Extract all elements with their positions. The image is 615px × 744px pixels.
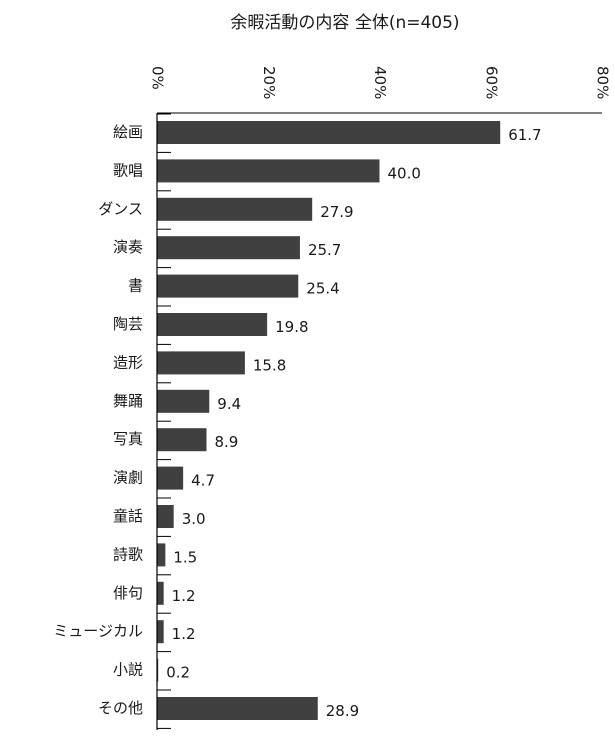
value-label: 25.7 bbox=[308, 241, 341, 259]
category-label: ミュージカル bbox=[53, 622, 143, 640]
category-label: 陶芸 bbox=[113, 315, 143, 333]
bar-7 bbox=[157, 351, 245, 375]
value-label: 25.4 bbox=[306, 280, 339, 298]
bars-group bbox=[157, 121, 501, 720]
bar-13 bbox=[157, 581, 164, 605]
value-label: 19.8 bbox=[275, 318, 308, 336]
value-labels: 61.7 40.0 27.9 25.7 25.4 19.8 15.8 9.4 8.9 4.7 3.0… bbox=[166, 126, 541, 720]
category-label: 書 bbox=[128, 277, 143, 295]
bar-1 bbox=[157, 121, 501, 144]
bar-3 bbox=[157, 197, 313, 221]
bar-8 bbox=[157, 389, 210, 413]
value-label: 61.7 bbox=[508, 126, 541, 144]
y-axis bbox=[156, 112, 602, 730]
x-tick-label: 20% bbox=[260, 66, 278, 99]
bar-12 bbox=[157, 543, 166, 567]
bar-11 bbox=[157, 505, 174, 528]
bar-16 bbox=[157, 697, 318, 720]
value-label: 1.2 bbox=[172, 625, 196, 643]
category-label: ダンス bbox=[98, 200, 143, 218]
category-label: 歌唱 bbox=[113, 161, 143, 179]
category-label: 演劇 bbox=[113, 469, 143, 487]
x-tick-label: 40% bbox=[371, 66, 389, 99]
category-label: 写真 bbox=[113, 430, 143, 448]
value-label: 8.9 bbox=[215, 433, 239, 451]
value-label: 15.8 bbox=[253, 356, 286, 374]
x-axis: 0% 20% 40% 60% 80% bbox=[149, 66, 612, 99]
category-label: 小説 bbox=[113, 661, 143, 679]
category-label: 詩歌 bbox=[113, 545, 143, 563]
value-label: 1.5 bbox=[173, 548, 197, 566]
chart-title: 余暇活動の内容 全体(n=405) bbox=[230, 13, 459, 33]
category-label: 造形 bbox=[113, 353, 143, 371]
category-label: 絵画 bbox=[113, 123, 143, 141]
category-label: 童話 bbox=[113, 507, 143, 525]
value-label: 1.2 bbox=[172, 587, 196, 605]
value-label: 3.0 bbox=[182, 510, 206, 528]
category-label: 俳句 bbox=[113, 584, 143, 602]
x-tick-label: 60% bbox=[482, 66, 500, 99]
bar-2 bbox=[157, 159, 380, 183]
value-label: 27.9 bbox=[320, 203, 353, 221]
bar-5 bbox=[157, 274, 299, 298]
category-label: 舞踊 bbox=[113, 392, 143, 410]
value-label: 9.4 bbox=[217, 395, 241, 413]
value-label: 4.7 bbox=[191, 472, 215, 490]
bar-10 bbox=[157, 466, 184, 490]
bar-6 bbox=[157, 313, 268, 336]
bar-4 bbox=[157, 236, 300, 260]
value-label: 0.2 bbox=[166, 664, 190, 682]
value-label: 28.9 bbox=[326, 702, 359, 720]
x-tick-label: 0% bbox=[149, 66, 167, 90]
category-label: その他 bbox=[98, 699, 143, 717]
bar-15 bbox=[157, 658, 159, 682]
bar-14 bbox=[157, 620, 164, 644]
bar-9 bbox=[157, 428, 207, 452]
category-label: 演奏 bbox=[113, 238, 143, 256]
x-tick-label: 80% bbox=[594, 66, 612, 99]
value-label: 40.0 bbox=[388, 164, 421, 182]
